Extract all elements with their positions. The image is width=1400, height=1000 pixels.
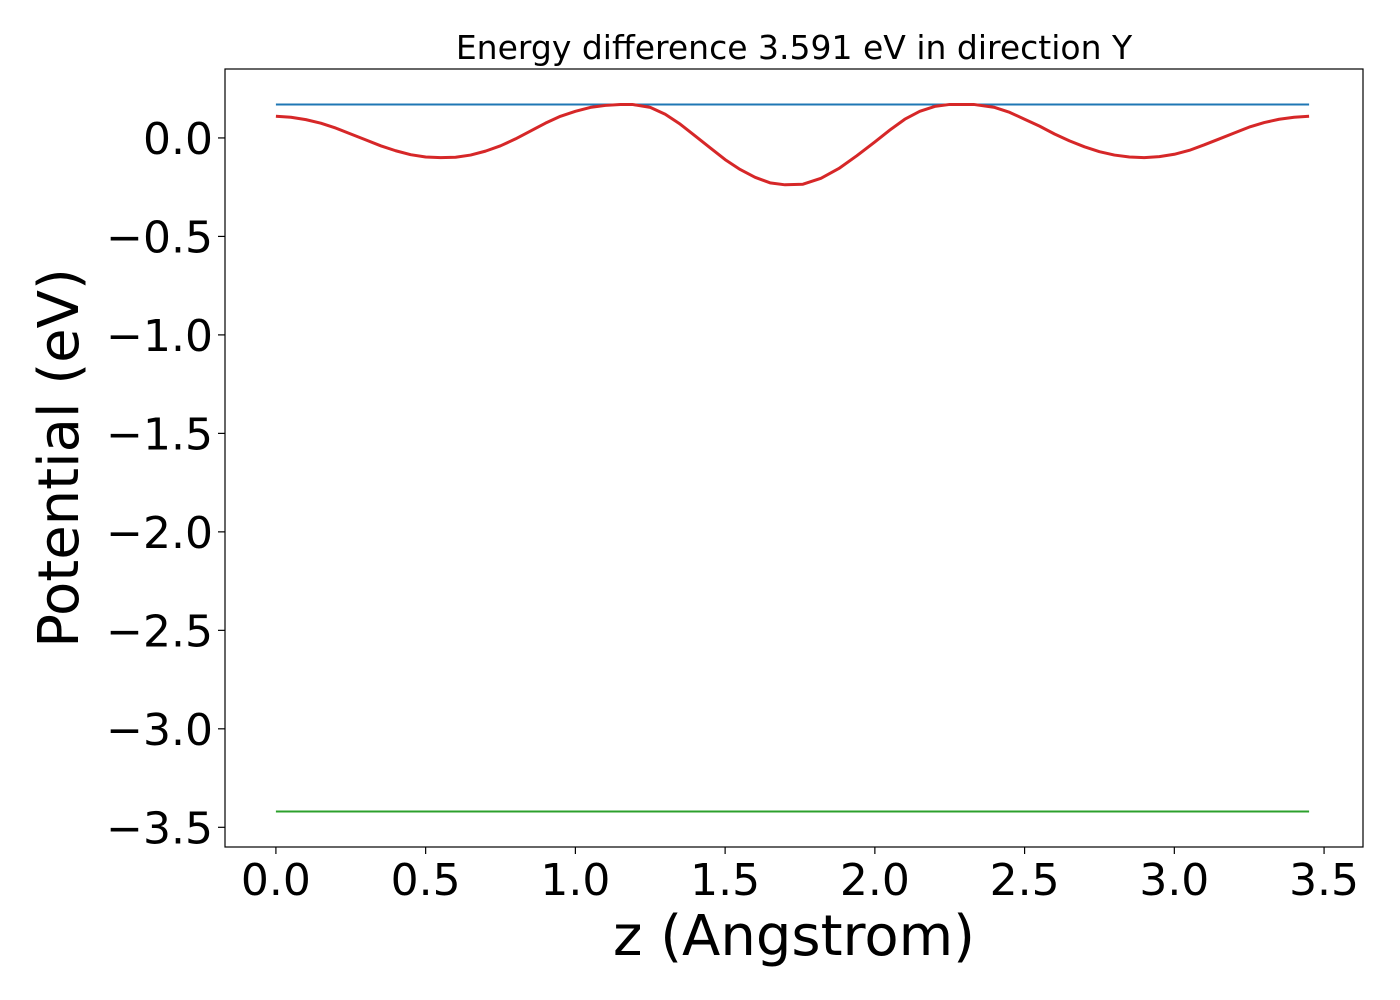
x-tick-label: 3.5: [1289, 855, 1359, 906]
x-axis-title: z (Angstrom): [613, 904, 975, 969]
x-axis-ticks: 0.0 0.5 1.0 1.5 2.0 2.5 3.0 3.5: [241, 847, 1359, 906]
y-tick-label: −2.5: [106, 606, 213, 657]
y-tick-label: −0.5: [106, 212, 213, 263]
y-tick-label: −2.0: [106, 508, 213, 559]
x-tick-label: 2.0: [840, 855, 910, 906]
x-tick-label: 2.5: [990, 855, 1060, 906]
y-tick-label: −1.5: [106, 409, 213, 460]
series-layer: [275, 102, 1310, 813]
y-axis-title: Potential (eV): [27, 268, 92, 648]
plot-area: [224, 68, 1364, 848]
y-tick-label: −3.5: [106, 803, 213, 854]
series-line-2: [275, 102, 1310, 187]
x-tick-label: 0.0: [241, 855, 311, 906]
axes-frame: [224, 68, 1364, 848]
x-tick-label: 0.5: [391, 855, 461, 906]
x-tick-label: 1.5: [690, 855, 760, 906]
y-tick-label: 0.0: [143, 114, 213, 165]
y-tick-label: −1.0: [106, 311, 213, 362]
y-tick-label: −3.0: [106, 705, 213, 756]
y-axis-ticks: 0.0 −0.5 −1.0 −1.5 −2.0 −2.5 −3.0 −3.5: [106, 114, 225, 854]
chart-title: Energy difference 3.591 eV in direction …: [456, 28, 1133, 67]
x-tick-label: 3.0: [1139, 855, 1209, 906]
x-tick-label: 1.0: [540, 855, 610, 906]
